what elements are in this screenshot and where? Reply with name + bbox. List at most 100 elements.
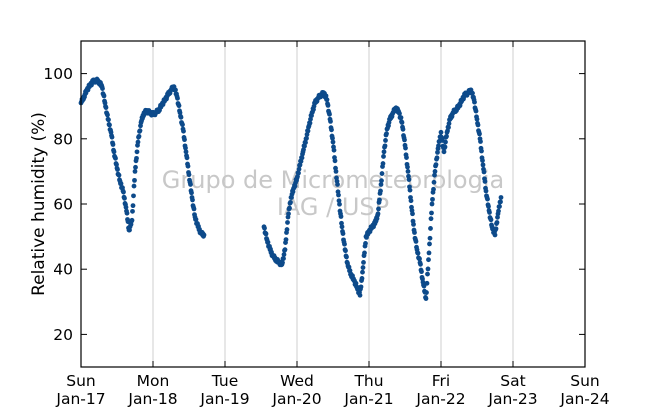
data-point [415, 250, 421, 256]
data-point [432, 169, 438, 174]
data-point [339, 224, 345, 230]
data-point [181, 128, 186, 134]
data-point [485, 196, 490, 202]
data-point [280, 260, 285, 266]
x-tick-label-date: Jan-24 [559, 390, 609, 408]
data-point [263, 231, 269, 237]
data-point [375, 211, 381, 217]
data-point [303, 140, 308, 146]
data-point [177, 110, 183, 116]
data-point [111, 149, 117, 155]
data-point [115, 167, 120, 172]
data-point [333, 169, 339, 174]
data-point [403, 145, 408, 151]
data-point [472, 99, 477, 105]
data-point [473, 108, 479, 114]
data-point [417, 256, 422, 262]
data-point [441, 149, 447, 155]
data-point [305, 128, 311, 134]
data-point [360, 269, 365, 275]
data-point [431, 186, 436, 192]
data-point [376, 206, 381, 212]
data-point [327, 111, 332, 117]
data-point [443, 139, 448, 145]
data-point [483, 188, 489, 194]
data-point [418, 261, 423, 267]
x-tick-label-day: Tue [211, 372, 238, 390]
data-point [343, 248, 348, 254]
data-point [121, 189, 126, 195]
data-point [377, 197, 382, 203]
data-point [132, 177, 137, 183]
data-point [135, 139, 141, 145]
data-point [283, 237, 289, 242]
data-point [183, 149, 189, 155]
data-point [137, 128, 143, 134]
data-point [332, 158, 338, 164]
data-point [478, 139, 483, 144]
data-point [435, 149, 440, 155]
data-point [176, 103, 182, 109]
y-tick-label: 40 [53, 261, 73, 279]
data-point [406, 177, 412, 182]
data-point [323, 93, 329, 99]
data-point [134, 155, 139, 161]
data-point [183, 145, 188, 151]
x-tick-label-date: Jan-23 [487, 390, 537, 408]
data-point [428, 216, 434, 222]
data-point [186, 172, 192, 178]
data-point [425, 271, 430, 277]
x-tick-label-date: Jan-17 [55, 390, 105, 408]
data-point [433, 162, 439, 168]
data-point [411, 221, 416, 227]
x-tick-label-day: Sat [500, 372, 525, 390]
data-point [288, 199, 293, 205]
data-point [188, 182, 193, 187]
data-point [100, 86, 105, 91]
data-point [378, 188, 383, 194]
data-point [405, 164, 410, 170]
data-point [474, 116, 480, 122]
data-point [102, 100, 108, 106]
data-point [497, 204, 502, 209]
data-point [446, 121, 452, 126]
data-point [424, 290, 429, 295]
y-tick-label: 100 [43, 65, 73, 83]
data-point [493, 226, 499, 232]
data-point [124, 210, 130, 216]
data-point [480, 162, 486, 168]
data-point [285, 220, 290, 225]
data-point [378, 182, 384, 187]
data-point [331, 147, 337, 153]
data-point [480, 158, 485, 163]
y-tick-label: 20 [53, 326, 73, 344]
data-point [113, 155, 118, 161]
x-tick-label-date: Jan-21 [343, 390, 393, 408]
data-point [286, 211, 291, 217]
data-point [487, 210, 492, 215]
data-point [495, 214, 500, 220]
vertical-grid [152, 41, 514, 367]
data-point [193, 217, 199, 222]
data-point [287, 205, 292, 211]
data-point [129, 217, 135, 223]
data-point [410, 211, 415, 217]
data-point [498, 195, 504, 200]
data-point [479, 148, 484, 154]
data-point [296, 166, 302, 172]
data-point [428, 226, 433, 231]
y-tick-label: 80 [53, 130, 73, 148]
data-point [307, 120, 313, 126]
data-point [498, 199, 503, 205]
x-tick-label-date: Jan-19 [199, 390, 249, 408]
data-point [492, 232, 498, 238]
data-point [397, 111, 402, 116]
data-point [324, 97, 330, 103]
data-point [384, 131, 389, 137]
x-tick-label-day: Sun [66, 372, 96, 390]
data-point [413, 239, 419, 244]
data-point [399, 120, 405, 125]
data-point [299, 155, 305, 161]
data-point [122, 195, 127, 201]
data-point [340, 231, 346, 237]
